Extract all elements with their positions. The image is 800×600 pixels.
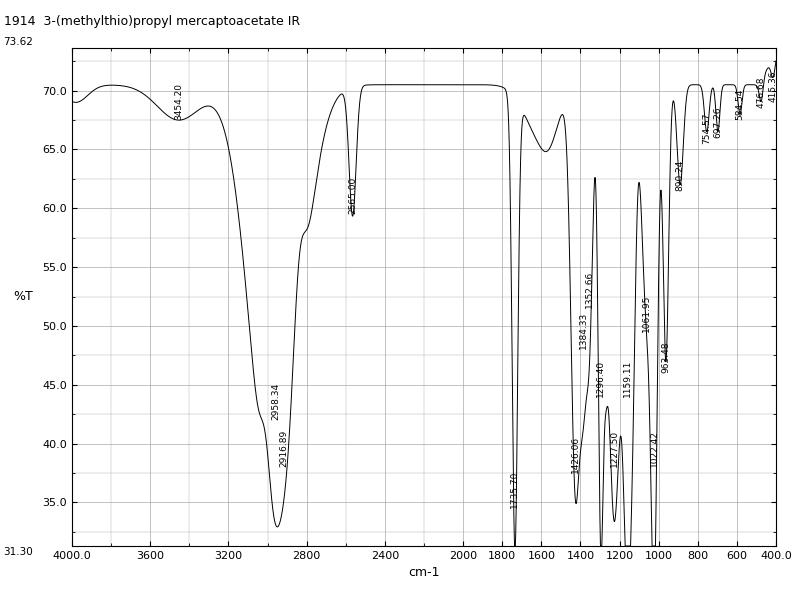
Text: 1296.40: 1296.40 [596, 359, 606, 397]
X-axis label: cm-1: cm-1 [408, 566, 440, 580]
Text: 415.36: 415.36 [769, 71, 778, 103]
Text: 31.30: 31.30 [3, 547, 34, 557]
Text: 697.26: 697.26 [714, 106, 722, 137]
Text: 1022.42: 1022.42 [650, 430, 658, 467]
Text: 1426.06: 1426.06 [571, 436, 580, 473]
Text: 1735.70: 1735.70 [510, 471, 519, 508]
Text: 963.48: 963.48 [662, 341, 670, 373]
Text: 1227.50: 1227.50 [610, 430, 618, 467]
Text: 1061.95: 1061.95 [642, 295, 651, 332]
Text: 476.68: 476.68 [757, 77, 766, 108]
Text: 73.62: 73.62 [3, 37, 34, 47]
Text: 584.54: 584.54 [735, 89, 745, 120]
Text: 2565.00: 2565.00 [348, 177, 357, 214]
Text: 754.57: 754.57 [702, 112, 711, 143]
Text: 1914  3-(methylthio)propyl mercaptoacetate IR: 1914 3-(methylthio)propyl mercaptoacetat… [4, 15, 300, 28]
Text: 890.24: 890.24 [676, 159, 685, 191]
Text: 1159.11: 1159.11 [623, 359, 632, 397]
Text: 3454.20: 3454.20 [174, 83, 183, 120]
Text: 2916.89: 2916.89 [279, 430, 288, 467]
Text: 2958.34: 2958.34 [271, 383, 280, 420]
Text: 1384.33: 1384.33 [579, 312, 588, 349]
Text: %T: %T [14, 290, 34, 304]
Text: 1352.66: 1352.66 [586, 271, 594, 308]
